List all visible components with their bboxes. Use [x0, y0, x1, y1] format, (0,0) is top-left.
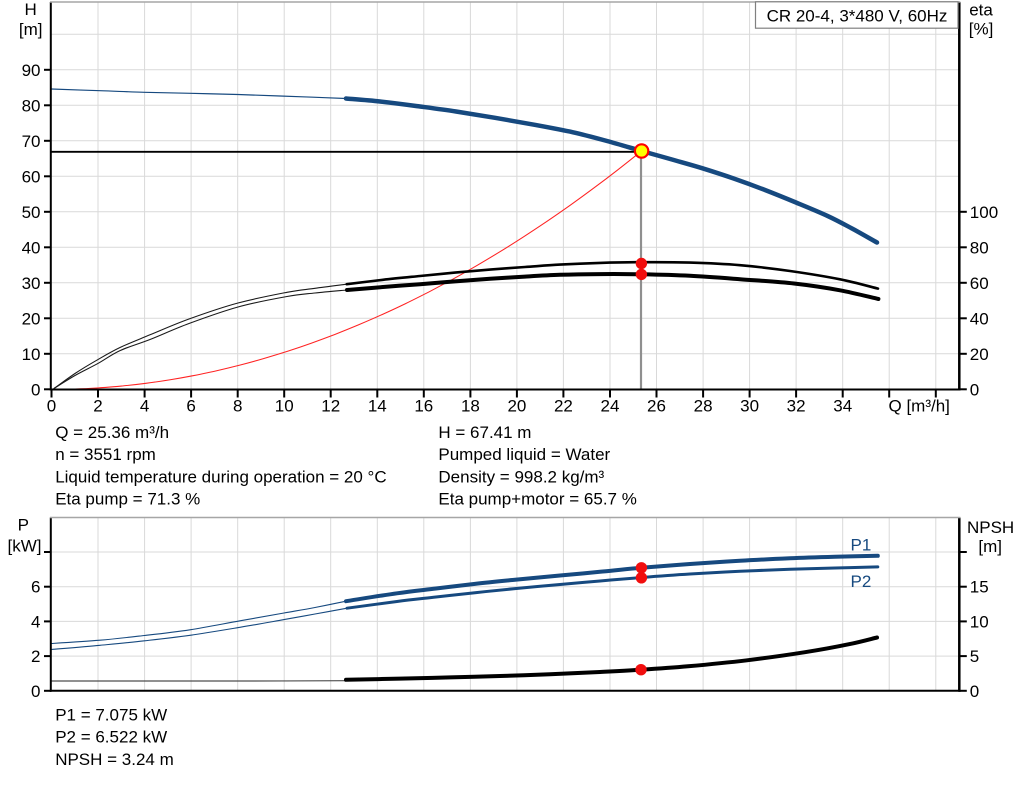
- svg-text:0: 0: [31, 380, 40, 399]
- svg-text:26: 26: [647, 397, 666, 416]
- svg-text:100: 100: [970, 203, 998, 222]
- svg-text:12: 12: [321, 397, 340, 416]
- svg-text:16: 16: [414, 397, 433, 416]
- svg-text:32: 32: [787, 397, 806, 416]
- svg-text:70: 70: [22, 132, 41, 151]
- svg-text:0: 0: [31, 682, 40, 701]
- svg-text:eta: eta: [969, 1, 993, 20]
- svg-text:10: 10: [970, 612, 989, 631]
- svg-text:80: 80: [22, 96, 41, 115]
- svg-text:P2 = 6.522 kW: P2 = 6.522 kW: [55, 728, 167, 747]
- svg-text:40: 40: [22, 238, 41, 257]
- svg-text:30: 30: [740, 397, 759, 416]
- svg-text:15: 15: [970, 578, 989, 597]
- svg-text:5: 5: [970, 647, 979, 666]
- svg-text:CR 20-4, 3*480 V, 60Hz: CR 20-4, 3*480 V, 60Hz: [767, 7, 948, 26]
- svg-text:0: 0: [970, 380, 979, 399]
- svg-text:NPSH = 3.24 m: NPSH = 3.24 m: [55, 750, 174, 769]
- svg-text:P: P: [18, 516, 29, 535]
- svg-text:0: 0: [970, 682, 979, 701]
- svg-text:2: 2: [93, 397, 102, 416]
- svg-text:20: 20: [22, 309, 41, 328]
- svg-text:14: 14: [368, 397, 387, 416]
- svg-text:60: 60: [22, 167, 41, 186]
- svg-text:4: 4: [31, 612, 40, 631]
- svg-text:20: 20: [507, 397, 526, 416]
- svg-text:28: 28: [694, 397, 713, 416]
- svg-text:60: 60: [970, 274, 989, 293]
- svg-text:H: H: [24, 0, 36, 19]
- svg-text:20: 20: [970, 345, 989, 364]
- svg-text:30: 30: [22, 274, 41, 293]
- svg-text:P1 = 7.075 kW: P1 = 7.075 kW: [55, 705, 167, 724]
- svg-text:34: 34: [833, 397, 852, 416]
- svg-text:n = 3551 rpm: n = 3551 rpm: [55, 445, 156, 464]
- svg-text:10: 10: [22, 345, 41, 364]
- svg-text:80: 80: [970, 238, 989, 257]
- svg-text:[m]: [m]: [978, 537, 1002, 556]
- svg-text:Density = 998.2 kg/m³: Density = 998.2 kg/m³: [438, 467, 604, 486]
- svg-text:6: 6: [31, 578, 40, 597]
- svg-text:[%]: [%]: [969, 20, 994, 39]
- svg-text:2: 2: [31, 647, 40, 666]
- svg-text:Q [m³/h]: Q [m³/h]: [889, 397, 950, 416]
- svg-text:Liquid temperature during oper: Liquid temperature during operation = 20…: [55, 467, 386, 486]
- svg-text:50: 50: [22, 203, 41, 222]
- svg-text:24: 24: [601, 397, 620, 416]
- svg-text:Pumped liquid = Water: Pumped liquid = Water: [438, 445, 610, 464]
- svg-text:40: 40: [970, 309, 989, 328]
- svg-text:H = 67.41 m: H = 67.41 m: [438, 423, 531, 442]
- svg-text:[kW]: [kW]: [8, 537, 42, 556]
- svg-text:Eta pump = 71.3 %: Eta pump = 71.3 %: [55, 490, 200, 509]
- svg-text:8: 8: [233, 397, 242, 416]
- svg-text:Q = 25.36 m³/h: Q = 25.36 m³/h: [55, 423, 169, 442]
- svg-text:P1: P1: [851, 535, 872, 554]
- svg-text:10: 10: [275, 397, 294, 416]
- svg-text:Eta pump+motor = 65.7 %: Eta pump+motor = 65.7 %: [438, 490, 636, 509]
- svg-text:[m]: [m]: [19, 20, 43, 39]
- svg-text:90: 90: [22, 61, 41, 80]
- svg-text:0: 0: [47, 397, 56, 416]
- svg-text:NPSH: NPSH: [967, 518, 1014, 537]
- svg-text:18: 18: [461, 397, 480, 416]
- svg-text:22: 22: [554, 397, 573, 416]
- svg-text:6: 6: [186, 397, 195, 416]
- svg-text:4: 4: [140, 397, 149, 416]
- svg-text:P2: P2: [851, 572, 872, 591]
